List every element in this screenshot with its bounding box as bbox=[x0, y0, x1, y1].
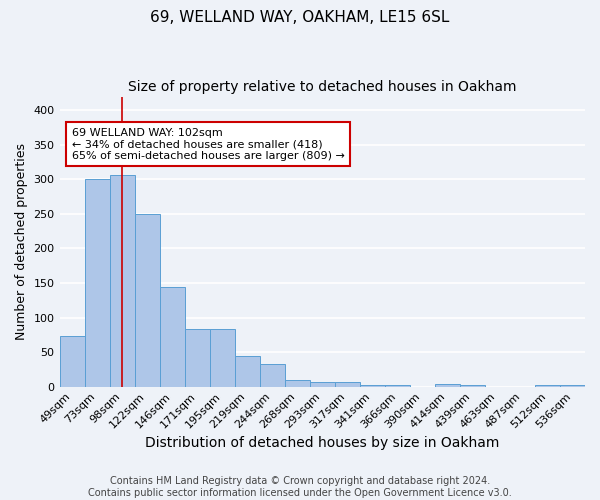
Text: 69 WELLAND WAY: 102sqm
← 34% of detached houses are smaller (418)
65% of semi-de: 69 WELLAND WAY: 102sqm ← 34% of detached… bbox=[72, 128, 345, 161]
Text: 69, WELLAND WAY, OAKHAM, LE15 6SL: 69, WELLAND WAY, OAKHAM, LE15 6SL bbox=[151, 10, 449, 25]
Bar bbox=[460, 384, 485, 386]
Bar bbox=[335, 382, 360, 386]
Bar bbox=[235, 356, 260, 386]
Bar bbox=[360, 384, 385, 386]
Bar bbox=[209, 330, 235, 386]
Bar bbox=[560, 384, 585, 386]
Bar bbox=[160, 287, 185, 386]
Bar bbox=[285, 380, 310, 386]
Bar bbox=[134, 214, 160, 386]
Bar bbox=[385, 384, 410, 386]
Bar bbox=[310, 382, 335, 386]
Bar bbox=[260, 364, 285, 386]
Bar bbox=[435, 384, 460, 386]
Bar bbox=[85, 180, 110, 386]
Text: Contains HM Land Registry data © Crown copyright and database right 2024.
Contai: Contains HM Land Registry data © Crown c… bbox=[88, 476, 512, 498]
Bar bbox=[535, 384, 560, 386]
Title: Size of property relative to detached houses in Oakham: Size of property relative to detached ho… bbox=[128, 80, 517, 94]
X-axis label: Distribution of detached houses by size in Oakham: Distribution of detached houses by size … bbox=[145, 436, 499, 450]
Bar bbox=[59, 336, 85, 386]
Y-axis label: Number of detached properties: Number of detached properties bbox=[15, 143, 28, 340]
Bar bbox=[185, 330, 209, 386]
Bar bbox=[110, 174, 134, 386]
